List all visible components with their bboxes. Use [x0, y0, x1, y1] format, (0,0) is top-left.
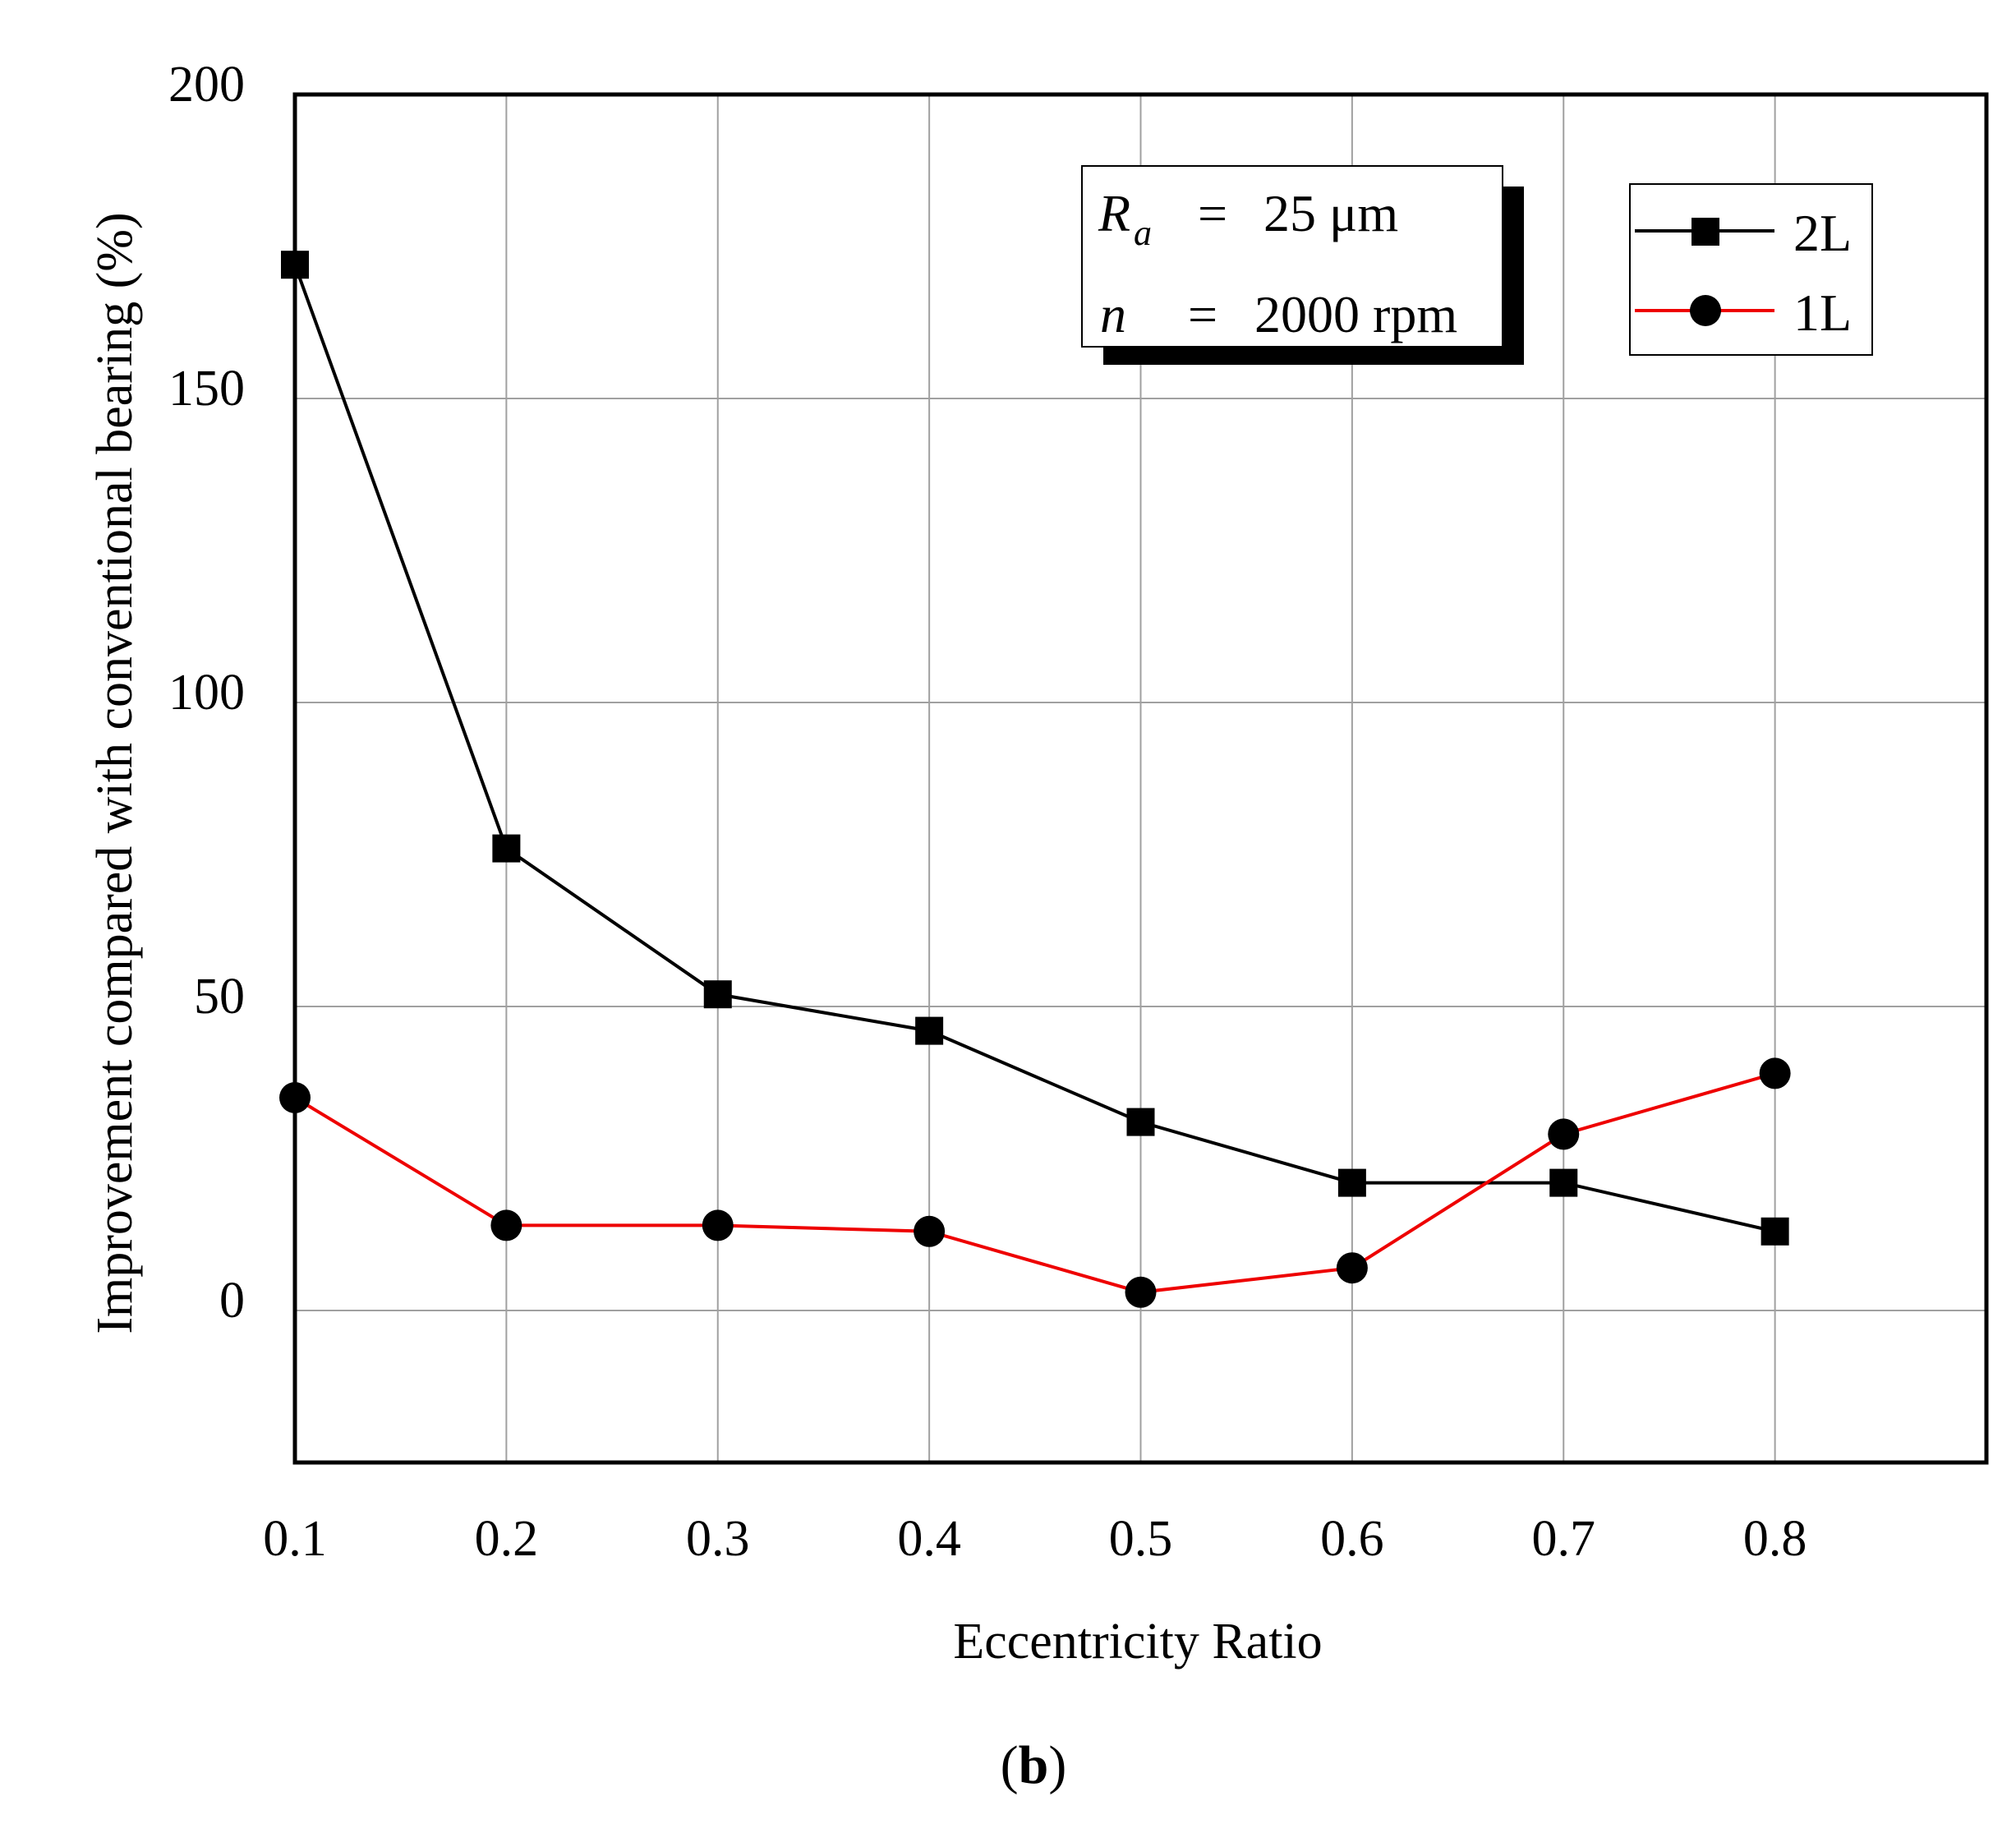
- legend-label-1l: 1L: [1793, 283, 1852, 342]
- data-point-1l: [1759, 1057, 1791, 1089]
- series-layer: [279, 251, 1791, 1308]
- x-tick-label: 0.2: [475, 1511, 539, 1567]
- data-point-1l: [1125, 1276, 1157, 1308]
- data-point-2l: [915, 1016, 944, 1045]
- x-tick-label: 0.7: [1532, 1511, 1596, 1567]
- data-point-2l: [1761, 1217, 1789, 1246]
- data-point-1l: [1336, 1252, 1368, 1284]
- parameter-annotation: R a = 25 μm n = 2000 rpm: [1081, 165, 1524, 365]
- x-tick-label: 0.1: [263, 1511, 327, 1567]
- legend: 2L 1L: [1629, 183, 1873, 356]
- data-point-1l: [1548, 1118, 1580, 1150]
- legend-square-marker-icon: [1692, 218, 1719, 246]
- x-tick-labels: 0.1 0.2 0.3 0.4 0.5 0.6 0.7 0.8: [263, 1511, 1807, 1567]
- x-tick-label: 0.8: [1743, 1511, 1807, 1567]
- legend-circle-marker-icon: [1690, 295, 1721, 326]
- series-line-1l: [293, 1071, 1776, 1294]
- x-tick-label: 0.3: [686, 1511, 750, 1567]
- data-point-2l: [1549, 1168, 1578, 1197]
- n-symbol: n: [1100, 285, 1126, 343]
- x-tick-label: 0.6: [1320, 1511, 1384, 1567]
- plot-frame: [292, 92, 1989, 1465]
- y-tick-label: 200: [168, 57, 245, 113]
- y-axis-title: Improvement compared with conventional b…: [87, 212, 143, 1333]
- y-tick-label: 150: [168, 361, 245, 417]
- ra-subscript: a: [1134, 213, 1152, 253]
- data-point-1l: [702, 1209, 734, 1241]
- ra-symbol: R: [1098, 184, 1130, 242]
- data-point-2l: [492, 834, 521, 863]
- ra-equals: =: [1198, 184, 1227, 242]
- data-point-1l: [914, 1215, 946, 1247]
- ra-value: 25 μm: [1263, 184, 1398, 242]
- panel-label: (b): [1001, 1735, 1067, 1795]
- y-tick-labels: 200 150 100 50 0: [168, 57, 245, 1329]
- n-value: 2000 rpm: [1254, 285, 1457, 343]
- n-equals: =: [1188, 285, 1217, 343]
- data-point-2l: [1337, 1168, 1366, 1197]
- x-tick-label: 0.5: [1109, 1511, 1173, 1567]
- data-point-1l: [490, 1209, 522, 1241]
- x-axis-title: Eccentricity Ratio: [953, 1614, 1322, 1670]
- legend-box: [1629, 183, 1873, 356]
- y-tick-label: 0: [219, 1273, 245, 1329]
- series-line-2l: [293, 264, 1776, 1233]
- data-point-2l: [703, 980, 732, 1009]
- x-tick-label: 0.4: [897, 1511, 961, 1567]
- y-tick-label: 50: [194, 969, 245, 1025]
- legend-label-2l: 2L: [1793, 204, 1852, 262]
- data-point-2l: [1126, 1108, 1155, 1136]
- y-tick-label: 100: [168, 665, 245, 721]
